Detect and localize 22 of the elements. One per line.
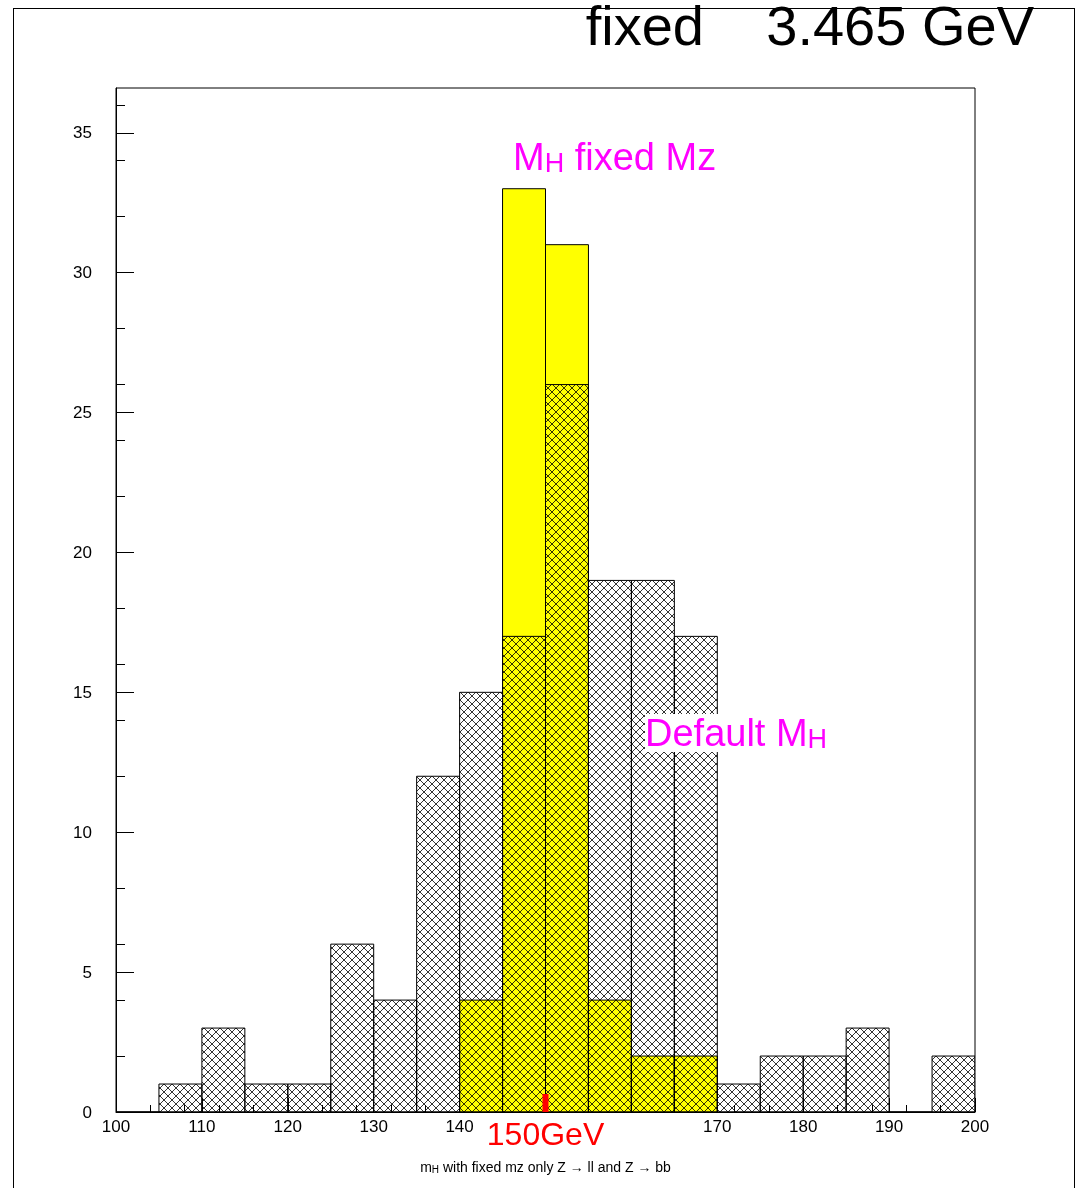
annotation: Default MH (645, 712, 828, 754)
y-tick-label: 5 (82, 962, 92, 982)
y-tick-label: 35 (73, 123, 92, 143)
x-tick-label: 100 (101, 1117, 131, 1136)
x-tick-label: 180 (789, 1117, 818, 1136)
x-tick-label: 110 (188, 1117, 216, 1136)
x-tick-label: 200 (960, 1117, 990, 1136)
y-tick-label: 20 (73, 542, 92, 562)
x-tick-label: 190 (874, 1117, 904, 1136)
y-tick-label: 30 (73, 263, 92, 283)
x-tick-label: 120 (273, 1117, 302, 1136)
x-tick-label: 170 (703, 1117, 732, 1136)
x-tick-label: 130 (359, 1117, 388, 1136)
x-tick-label: 140 (445, 1117, 474, 1136)
annotation: MH fixed Mz (513, 136, 717, 178)
x-axis-title: mH with fixed mz only Z → ll and Z → bb (420, 1159, 672, 1175)
chart-title: fixed 3.465 GeV (585, 0, 1035, 57)
y-tick-label: 15 (73, 682, 92, 702)
y-tick-label: 10 (73, 822, 92, 842)
y-tick-label: 25 (73, 403, 92, 423)
y-tick-label: 0 (82, 1102, 92, 1122)
ref-line-label: 150GeV (486, 1116, 605, 1152)
